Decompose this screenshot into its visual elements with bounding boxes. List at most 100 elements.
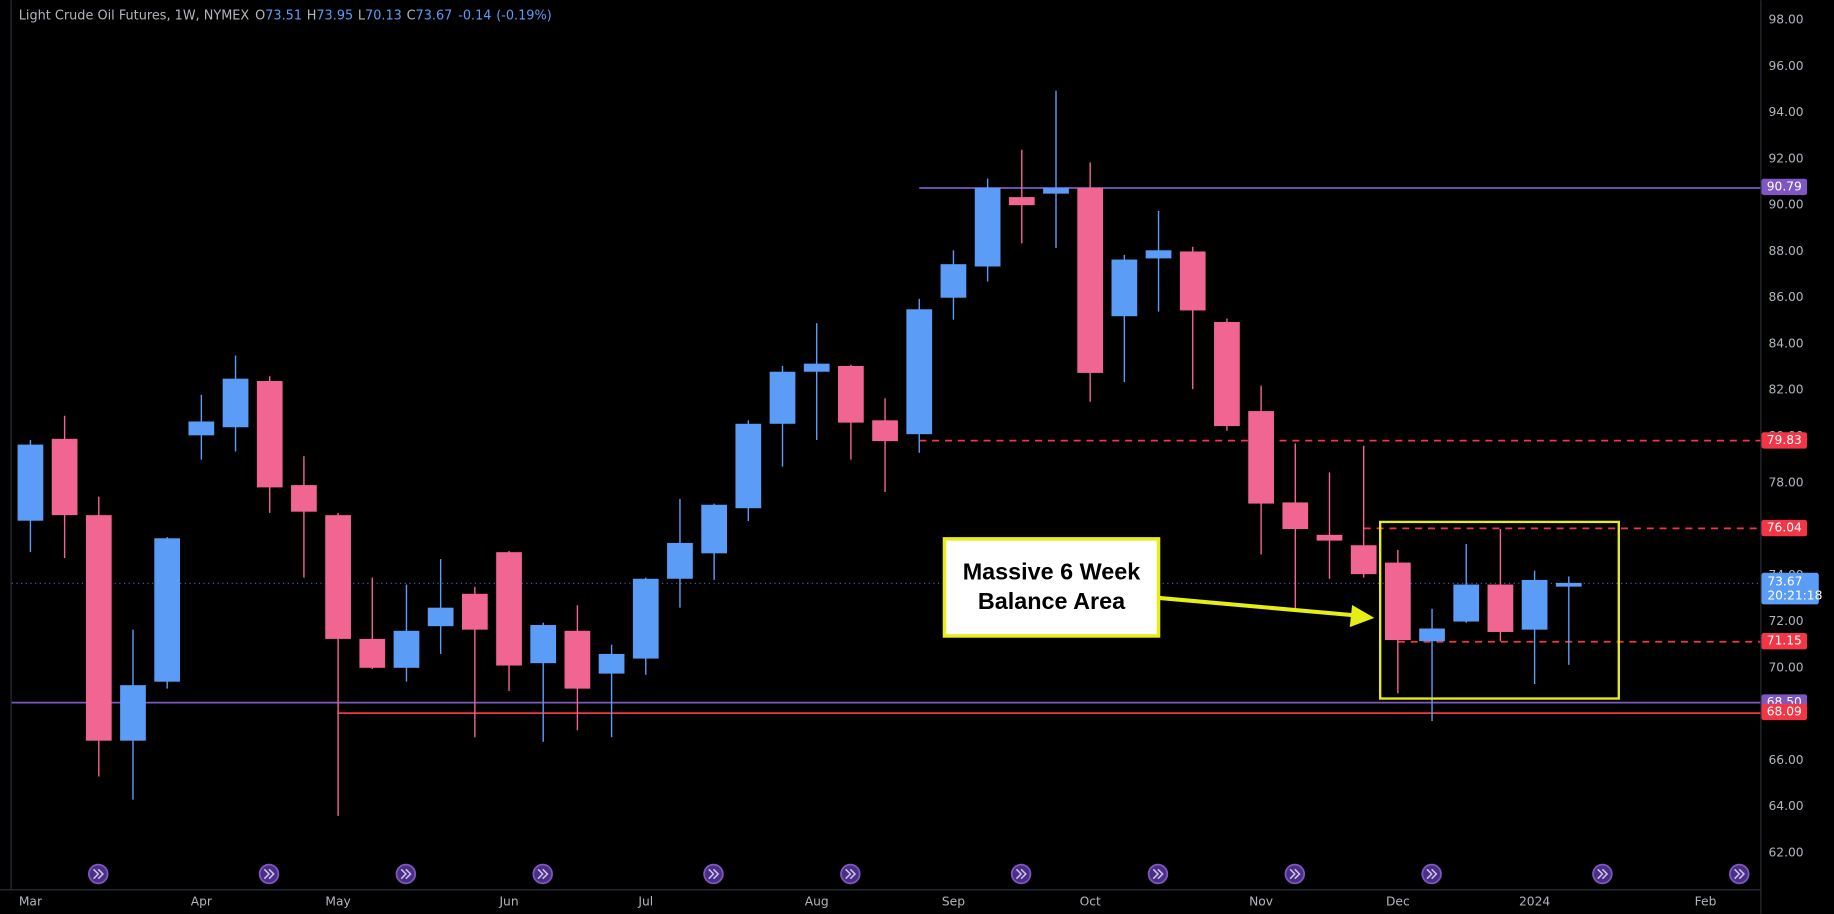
y-tick-label: 90.00 — [1769, 198, 1804, 212]
y-tick-label: 96.00 — [1769, 59, 1804, 73]
event-marker-icon — [1734, 868, 1746, 880]
candle-body — [1248, 411, 1274, 504]
event-marker-icon — [93, 868, 105, 880]
y-tick-label: 86.00 — [1769, 290, 1804, 304]
x-tick-label: Jun — [498, 895, 518, 909]
close-prefix: C — [407, 8, 416, 23]
candle-body — [461, 593, 488, 630]
candle-body — [1555, 582, 1582, 587]
candle-body — [1350, 545, 1377, 575]
event-marker-icon — [400, 868, 412, 880]
y-tick-label: 92.00 — [1769, 151, 1804, 165]
balance-box — [1379, 520, 1620, 700]
event-marker-icon — [1597, 868, 1609, 880]
y-tick-label: 72.00 — [1769, 614, 1804, 628]
x-tick-label: Feb — [1695, 895, 1717, 909]
event-marker-icon — [1426, 868, 1438, 880]
level-price-label-bg — [1761, 633, 1808, 650]
candle-body — [1521, 579, 1548, 630]
candle-body — [564, 630, 591, 689]
candle-body — [1316, 534, 1343, 541]
candle-body — [393, 630, 420, 668]
y-tick-label: 98.00 — [1769, 13, 1804, 27]
candle-body — [872, 420, 898, 442]
candle-body — [188, 421, 215, 436]
high-prefix: H — [307, 8, 317, 23]
x-tick-label: Apr — [191, 895, 213, 909]
candle-body — [1214, 322, 1240, 427]
x-tick-label: Jul — [637, 895, 653, 909]
y-tick-label: 82.00 — [1769, 383, 1804, 397]
y-tick-label: 64.00 — [1769, 799, 1804, 813]
candle-body — [154, 538, 181, 682]
event-marker-icon — [708, 868, 720, 880]
event-marker-icon — [263, 868, 275, 880]
level-price-label: 71.15 — [1767, 634, 1802, 648]
open-prefix: O — [255, 8, 265, 23]
high-value: 73.95 — [316, 8, 353, 23]
candle-body — [496, 552, 522, 666]
candle-body — [120, 685, 146, 741]
candle-body — [906, 309, 933, 435]
arrow-line — [1158, 595, 1357, 618]
level-price-label-bg — [1761, 432, 1808, 449]
event-marker-icon — [1152, 868, 1164, 880]
y-tick-label: 94.00 — [1769, 105, 1804, 119]
candle-body — [325, 515, 351, 639]
candle-body — [1077, 187, 1104, 373]
last-price-label-bg — [1761, 572, 1819, 605]
candle-body — [838, 365, 864, 423]
level-price-label-bg — [1761, 519, 1808, 537]
event-marker-icon — [1289, 868, 1301, 880]
candle-body — [598, 653, 625, 674]
last-price-label: 73.67 — [1767, 575, 1802, 589]
plot-area: 62.0064.0066.0068.0070.0072.0074.0076.00… — [11, 13, 1804, 909]
symbol: Light Crude Oil Futures, 1W, NYMEX — [19, 8, 250, 23]
callout-line: Balance Area — [978, 588, 1126, 614]
candle-body — [1487, 584, 1514, 632]
candle-body — [427, 607, 454, 627]
callout-line: Massive 6 Week — [963, 559, 1142, 585]
candle-body — [1008, 197, 1035, 206]
candle-body — [769, 371, 796, 424]
candle-body — [85, 515, 112, 741]
candle-body — [256, 380, 283, 488]
annotation: Massive 6 Week Balance Area — [942, 520, 1620, 700]
callout-box — [942, 537, 1161, 638]
level-price-label: 76.04 — [1767, 521, 1802, 535]
candle-body — [803, 363, 830, 372]
level-price-label-bg — [1761, 703, 1808, 721]
y-tick-label: 84.00 — [1769, 336, 1804, 350]
candle-body — [1043, 187, 1069, 194]
candle-body — [1384, 562, 1411, 641]
candle-body — [974, 187, 1001, 267]
candle-body — [701, 504, 728, 554]
level-price-label: 68.09 — [1767, 704, 1802, 718]
candle-body — [735, 423, 762, 509]
x-tick-label: Mar — [19, 895, 43, 909]
change-percent: (-0.19%) — [496, 8, 552, 23]
level-price-label-bg — [1761, 178, 1808, 196]
candle-body — [17, 444, 44, 521]
candle-body — [359, 638, 386, 668]
candle-body — [940, 264, 967, 298]
y-tick-label: 62.00 — [1769, 845, 1804, 859]
x-tick-label: Nov — [1249, 895, 1273, 909]
candle-body — [222, 378, 249, 428]
close-value: 73.67 — [416, 8, 453, 23]
candle-body — [1179, 251, 1206, 311]
candle-body — [530, 625, 557, 664]
level-price-label: 90.79 — [1767, 179, 1802, 193]
x-tick-label: Oct — [1080, 895, 1101, 909]
y-tick-label: 70.00 — [1769, 660, 1804, 674]
x-tick-label: Sep — [942, 895, 965, 909]
candle-body — [667, 542, 693, 579]
event-marker-icon — [537, 868, 549, 880]
candle-body — [51, 438, 78, 516]
open-value: 73.51 — [265, 8, 302, 23]
candle-body — [1111, 259, 1138, 317]
x-tick-label: 2024 — [1519, 895, 1550, 909]
event-marker-icon — [845, 868, 857, 880]
